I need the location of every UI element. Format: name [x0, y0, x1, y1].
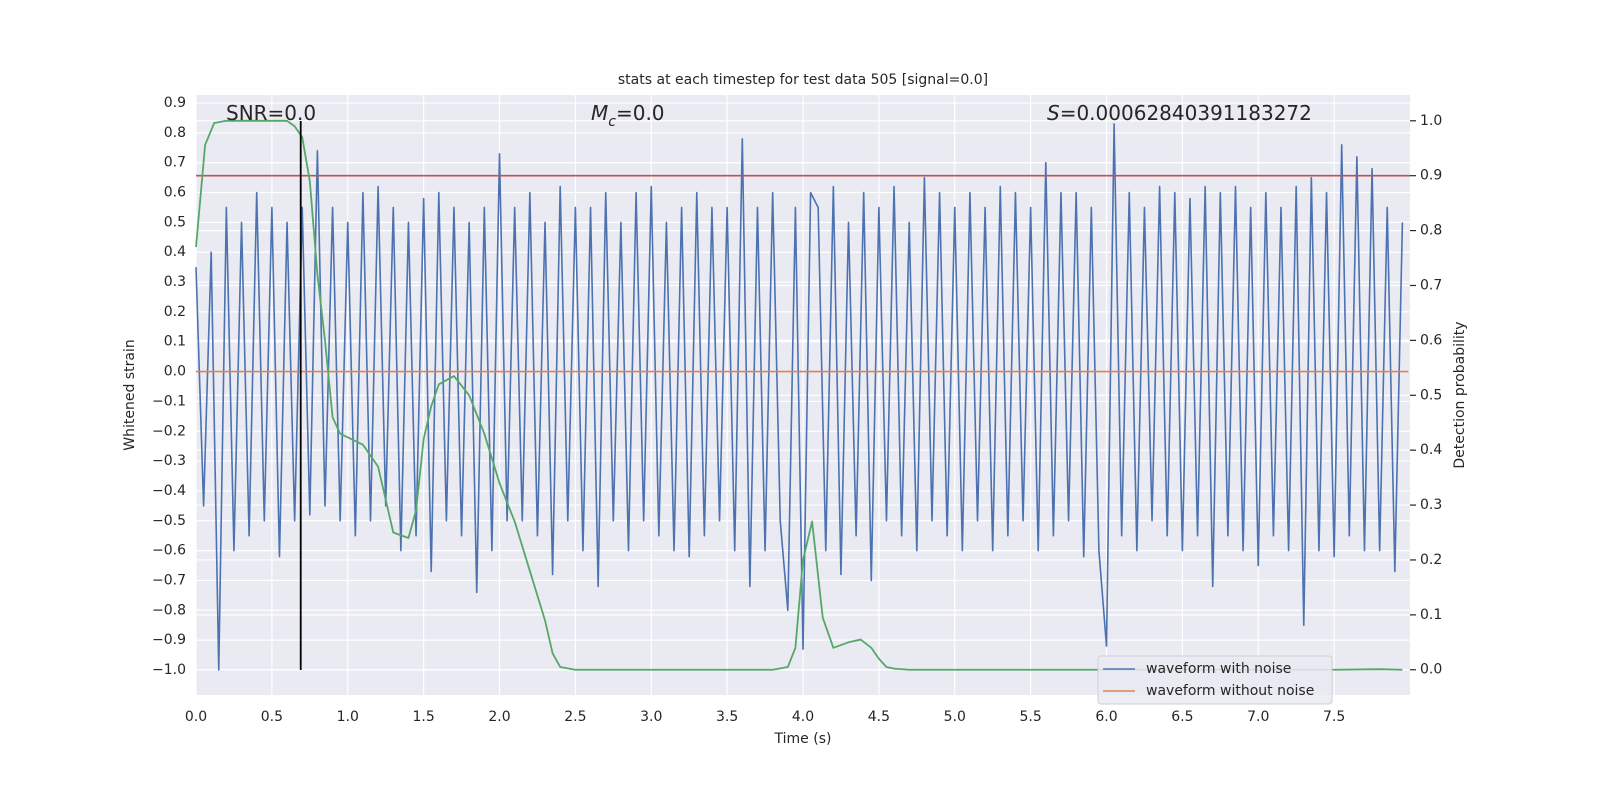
y-tick-label: −0.7: [152, 572, 186, 588]
annotation-part: c: [608, 114, 616, 130]
x-tick-label: 3.5: [716, 709, 738, 725]
x-tick-label: 7.5: [1323, 709, 1345, 725]
y-tick-label: −0.4: [152, 483, 186, 499]
y2-tick-label: 0.9: [1420, 168, 1442, 184]
x-tick-label: 1.5: [412, 709, 434, 725]
y2-tick-label: 1.0: [1420, 113, 1442, 129]
y2-tick-label: 0.1: [1420, 607, 1442, 623]
x-tick-label: 1.0: [337, 709, 359, 725]
x-tick-label: 3.0: [640, 709, 662, 725]
x-tick-label: 6.5: [1171, 709, 1193, 725]
y2-tick-label: 0.3: [1420, 497, 1442, 513]
y-tick-label: −0.9: [152, 632, 186, 648]
x-tick-label: 7.0: [1247, 709, 1269, 725]
x-tick-label: 5.5: [1019, 709, 1041, 725]
x-axis-label: Time (s): [774, 731, 832, 747]
x-tick-label: 0.0: [185, 709, 207, 725]
y2-tick-label: 0.5: [1420, 387, 1442, 403]
y2-tick-label: 0.2: [1420, 552, 1442, 568]
y-tick-label: 0.9: [164, 95, 186, 111]
y-tick-label: −1.0: [152, 662, 186, 678]
annotation-part: =0.00062840391183272: [1060, 101, 1312, 125]
x-tick-label: 2.5: [564, 709, 586, 725]
y2-tick-label: 0.4: [1420, 442, 1442, 458]
y2-tick-label: 0.7: [1420, 277, 1442, 293]
y-tick-label: 0.8: [164, 125, 186, 141]
chart-title: stats at each timestep for test data 505…: [618, 72, 988, 88]
annotation-part: M: [591, 101, 608, 125]
x-tick-label: 6.0: [1095, 709, 1117, 725]
y2-tick-label: 0.6: [1420, 332, 1442, 348]
y-tick-label: 0.6: [164, 185, 186, 201]
legend-label: waveform with noise: [1146, 661, 1291, 677]
legend-box: [1097, 655, 1333, 705]
annotation: SNR=0.0: [226, 101, 316, 125]
y-tick-label: −0.8: [152, 602, 186, 618]
y-tick-label: 0.0: [164, 364, 186, 380]
legend: waveform with noise waveform without nois…: [1097, 655, 1333, 705]
series-line: [195, 123, 1404, 671]
x-tick-label: 5.0: [944, 709, 966, 725]
annotation: Mc=0.0: [591, 101, 665, 131]
annotation-part: =0.0: [616, 101, 665, 125]
y-tick-label: −0.5: [152, 513, 186, 529]
annotation-part: S: [1047, 101, 1060, 125]
y2-tick-label: 0.0: [1420, 662, 1442, 678]
annotation: S=0.00062840391183272: [1047, 101, 1312, 125]
annotation-part: SNR=0.0: [226, 101, 316, 125]
y-tick-label: 0.7: [164, 155, 186, 171]
x-tick-label: 4.5: [868, 709, 890, 725]
y-tick-label: −0.2: [152, 423, 186, 439]
x-tick-label: 0.5: [261, 709, 283, 725]
legend-label: waveform without noise: [1146, 683, 1314, 699]
y-tick-label: 0.4: [164, 244, 186, 260]
y-tick-label: −0.3: [152, 453, 186, 469]
y-tick-label: 0.5: [164, 214, 186, 230]
y2-tick-label: 0.8: [1420, 223, 1442, 239]
x-tick-label: 2.0: [488, 709, 510, 725]
probability-line: [195, 119, 1403, 671]
x-tick-label: 4.0: [792, 709, 814, 725]
y-tick-label: −0.6: [152, 543, 186, 559]
y2-axis-label: Detection probability: [1452, 321, 1468, 468]
y-tick-label: −0.1: [152, 393, 186, 409]
y-tick-label: 0.3: [164, 274, 186, 290]
y-tick-label: 0.2: [164, 304, 186, 320]
y-axis-label: Whitened strain: [122, 339, 138, 450]
y-tick-label: 0.1: [164, 334, 186, 350]
